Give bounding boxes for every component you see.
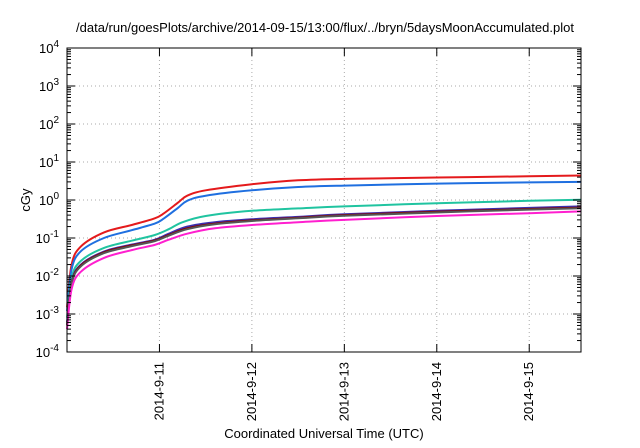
y-tick-label: 104: [39, 39, 59, 56]
x-tick-label: 2014-9-12: [244, 362, 259, 421]
series-line-6: [66, 207, 582, 326]
y-tick-label: 10-2: [36, 267, 60, 284]
series-line-2: [66, 180, 582, 312]
y-tick-label: 100: [39, 191, 59, 208]
y-tick-label: 103: [39, 77, 59, 94]
y-tick-label: 10-1: [36, 229, 60, 246]
series-line-7: [66, 210, 582, 330]
y-tick-label: 102: [39, 115, 59, 132]
x-tick-label: 2014-9-13: [336, 362, 351, 421]
y-axis-label: cGy: [18, 188, 33, 212]
x-tick-label: 2014-9-14: [429, 362, 444, 421]
series-line-4: [66, 205, 582, 323]
series-line-3: [66, 198, 582, 318]
series-line-5: [66, 206, 582, 326]
y-tick-label: 101: [39, 153, 59, 170]
grid: [67, 48, 581, 352]
y-tick-label: 10-3: [36, 305, 60, 322]
x-tick-label: 2014-9-11: [151, 362, 166, 420]
x-axis-label: Coordinated Universal Time (UTC): [224, 426, 423, 441]
y-tick-label: 10-4: [36, 343, 60, 360]
series-group: [66, 174, 582, 330]
x-tick-label: 2014-9-15: [521, 362, 536, 421]
x-ticks: 2014-9-11 2014-9-12 2014-9-13 2014-9-14 2014…: [151, 48, 536, 421]
y-ticks: 10-4 10-3 10-2 10-1 100 101 102 103 104: [36, 39, 581, 360]
chart-title: /data/run/goesPlots/archive/2014-09-15/1…: [76, 20, 574, 35]
series-line-1: [66, 174, 582, 308]
